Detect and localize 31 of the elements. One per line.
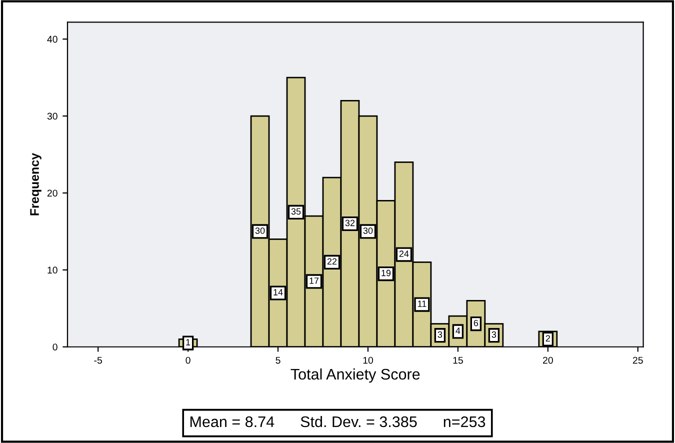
data-label: 14 [274, 289, 283, 296]
data-label: 30 [363, 227, 373, 234]
data-label: 32 [345, 220, 355, 226]
x-tick-label: 10 [363, 356, 374, 364]
data-label: 11 [418, 300, 426, 307]
x-tick-label: 25 [632, 356, 643, 364]
y-tick-label: 30 [47, 112, 58, 120]
x-tick-label: 15 [453, 356, 463, 364]
y-tick-label: 10 [48, 266, 58, 274]
data-label: 22 [327, 258, 337, 265]
data-label: 17 [310, 278, 319, 284]
data-label: 24 [399, 250, 409, 257]
data-label: 35 [291, 208, 301, 215]
x-tick-label: 5 [276, 356, 280, 364]
data-label: 3 [438, 331, 442, 338]
y-tick-label: 0 [52, 344, 58, 350]
data-label: 4 [456, 328, 460, 334]
data-label: 6 [474, 320, 478, 326]
text: Mean = 8.74 Std. Dev. = 3.385 n=253 [190, 416, 486, 428]
x-tick-label: 20 [542, 356, 553, 364]
y-tick-label: 20 [47, 190, 58, 197]
data-label: 1 [186, 339, 190, 346]
y-axis-title: Frequency [30, 152, 42, 216]
x-axis-title: Total Anxiety Score [290, 368, 420, 383]
y-tick-label: 40 [47, 36, 58, 43]
data-label: 19 [382, 270, 391, 276]
x-tick-label: 0 [186, 356, 190, 364]
x-tick-label: -5 [94, 356, 102, 364]
data-label: 2 [546, 335, 550, 342]
data-label: 3 [492, 331, 496, 338]
data-label: 30 [255, 227, 265, 234]
